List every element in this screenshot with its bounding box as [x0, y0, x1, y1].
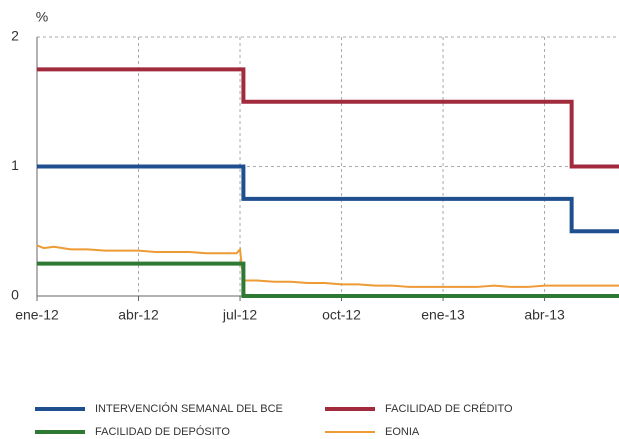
- series-line: [37, 261, 619, 298]
- y-tick-label: 1: [11, 157, 19, 173]
- series-line: [37, 164, 619, 234]
- x-tick-label: ene-12: [15, 307, 59, 323]
- y-tick-label: 0: [11, 287, 19, 303]
- legend-label: INTERVENCIÓN SEMANAL DEL BCE: [95, 402, 283, 415]
- x-tick-label: jul-12: [222, 307, 257, 323]
- legend-label: EONIA: [385, 426, 420, 438]
- x-tick-label: abr-12: [118, 307, 159, 323]
- series-line: [37, 67, 619, 169]
- y-tick-label: 2: [11, 28, 19, 44]
- x-tick-label: ene-13: [421, 307, 465, 323]
- series-line: [36, 244, 619, 288]
- x-tick-label: oct-12: [322, 307, 361, 323]
- x-tick-label: abr-13: [524, 307, 565, 323]
- legend-label: FACILIDAD DE DEPÓSITO: [95, 425, 230, 438]
- unit-label: %: [36, 9, 48, 25]
- legend-label: FACILIDAD DE CRÉDITO: [385, 402, 513, 415]
